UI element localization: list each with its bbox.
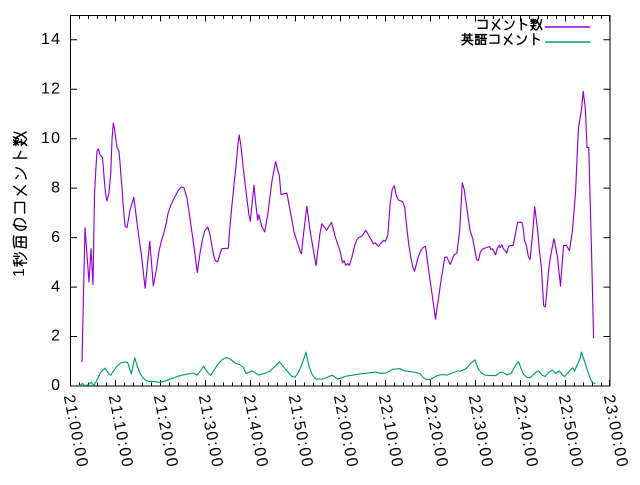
svg-text:6: 6 xyxy=(51,229,61,246)
svg-text:12: 12 xyxy=(41,80,61,97)
svg-text:0: 0 xyxy=(51,377,61,394)
svg-text:4: 4 xyxy=(51,278,61,295)
svg-text:2: 2 xyxy=(51,328,61,345)
svg-text:14: 14 xyxy=(41,31,61,48)
svg-text:10: 10 xyxy=(41,130,61,147)
svg-text:8: 8 xyxy=(51,179,61,196)
svg-text:1: 1 xyxy=(11,268,28,277)
